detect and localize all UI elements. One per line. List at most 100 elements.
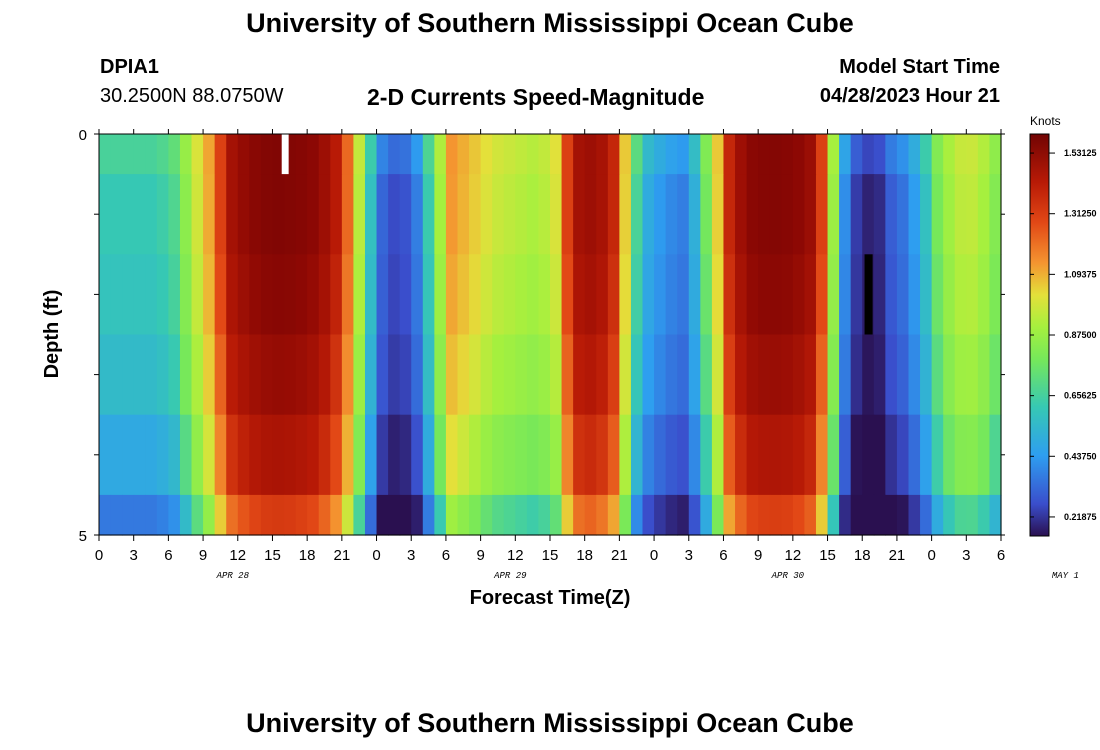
heatmap-cell [191,494,204,536]
heatmap-cell [179,494,193,536]
heatmap-cell [203,414,216,496]
heatmap-cell [353,254,366,336]
heatmap-cell [272,254,285,336]
heatmap-cell [677,414,690,496]
heatmap-cell [376,334,389,416]
heatmap-cell [110,134,123,175]
heatmap-cell [931,134,944,175]
heatmap-cell [665,494,678,536]
heatmap-cell [191,134,204,175]
heatmap-cell [700,334,713,416]
heatmap-cell [133,414,146,496]
heatmap-cell [237,134,250,175]
heatmap-cell [191,174,204,255]
heatmap-cell [723,174,736,255]
heatmap-cell [272,174,285,255]
heatmap-cell [515,174,528,255]
heatmap-cell [607,174,620,255]
heatmap-cell [723,134,736,175]
heatmap-cell [122,134,135,175]
y-axis-ticks: 05 [79,127,1005,545]
heatmap-cell [388,174,401,255]
heatmap-cell [515,134,528,175]
heatmap-cell [353,134,366,175]
heatmap-cell [735,414,748,496]
heatmap-cell [203,254,216,336]
heatmap-cell [654,254,667,336]
heatmap-cell [943,174,956,255]
heatmap-cell [792,174,806,255]
heatmap-cell [619,334,632,416]
day-label: MAY 1 [1052,571,1079,581]
heatmap-cell [445,414,459,496]
heatmap-cell [469,414,482,496]
heatmap-cell [388,254,401,336]
heatmap-cell [538,334,551,416]
heatmap-cell [330,174,343,255]
heatmap-cell [538,254,551,336]
heatmap-cell [584,174,597,255]
heatmap-cell [596,254,609,336]
heatmap-cell [804,174,817,255]
y-tick-label: 5 [79,528,87,545]
station-coordinates: 30.2500N 88.0750W [100,85,284,107]
heatmap-cell [827,254,840,336]
heatmap-cell [434,134,447,175]
heatmap-cell [596,174,609,255]
heatmap-cell [873,494,886,536]
heatmap-cell [573,334,586,416]
heatmap-cell [931,494,944,536]
heatmap-cell [758,134,771,175]
x-tick-label: 0 [650,547,658,564]
heatmap-cell [469,254,482,336]
heatmap-cell [469,174,482,255]
heatmap-cell [364,494,378,536]
heatmap-cell [700,254,713,336]
heatmap-cell [781,174,794,255]
heatmap-cell [769,134,782,175]
heatmap-cell [156,334,169,416]
heatmap-cell [677,254,690,336]
heatmap-cell [989,414,1002,496]
heatmap-cell [596,334,609,416]
heatmap-cell [249,254,262,336]
heatmap-cell [573,414,586,496]
heatmap-cell [584,494,597,536]
heatmap-cell [850,414,863,496]
heatmap-cell [399,254,412,336]
heatmap-cell [584,414,597,496]
heatmap-cell [943,414,956,496]
heatmap-cell [388,134,401,175]
heatmap-cell [214,494,227,536]
heatmap-cell [908,174,921,255]
heatmap-cell [318,414,331,496]
heatmap-cell [469,494,482,536]
heatmap-cell [364,254,378,336]
heatmap-cell [538,414,551,496]
day-label: APR 28 [216,571,250,581]
heatmap-cell [630,494,644,536]
heatmap-cell [746,134,759,175]
heatmap-cell [920,174,933,255]
heatmap-cell [896,134,910,175]
heatmap-cell [214,134,227,175]
heatmap-cell [399,414,412,496]
heatmap-cell [862,414,875,496]
heatmap-cell [665,414,678,496]
heatmap-cell [896,334,910,416]
heatmap-cell [781,254,794,336]
heatmap-cell [237,254,250,336]
x-tick-label: 15 [542,547,559,564]
heatmap-cell [989,494,1002,536]
heatmap-cell [179,254,193,336]
heatmap-cell [526,174,540,255]
heatmap-cell [99,334,112,416]
heatmap-cell [989,134,1002,175]
heatmap-cell [908,254,921,336]
heatmap-cell [630,174,644,255]
day-label: APR 29 [493,571,527,581]
heatmap-cell [700,174,713,255]
heatmap-cell [526,334,540,416]
heatmap-cell [550,174,563,255]
heatmap-cell [966,494,979,536]
